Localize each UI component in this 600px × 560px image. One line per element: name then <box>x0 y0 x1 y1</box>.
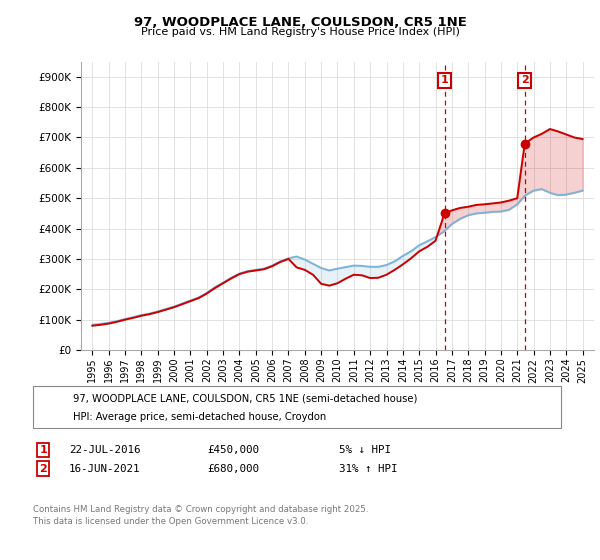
Text: 31% ↑ HPI: 31% ↑ HPI <box>339 464 397 474</box>
Text: 1: 1 <box>440 76 448 85</box>
Text: 22-JUL-2016: 22-JUL-2016 <box>69 445 140 455</box>
Text: 5% ↓ HPI: 5% ↓ HPI <box>339 445 391 455</box>
Text: £450,000: £450,000 <box>207 445 259 455</box>
Text: Price paid vs. HM Land Registry's House Price Index (HPI): Price paid vs. HM Land Registry's House … <box>140 27 460 37</box>
Text: £680,000: £680,000 <box>207 464 259 474</box>
Text: 97, WOODPLACE LANE, COULSDON, CR5 1NE: 97, WOODPLACE LANE, COULSDON, CR5 1NE <box>134 16 466 29</box>
Text: 97, WOODPLACE LANE, COULSDON, CR5 1NE (semi-detached house): 97, WOODPLACE LANE, COULSDON, CR5 1NE (s… <box>73 393 418 403</box>
Text: 1: 1 <box>40 445 47 455</box>
Text: 16-JUN-2021: 16-JUN-2021 <box>69 464 140 474</box>
Text: Contains HM Land Registry data © Crown copyright and database right 2025.
This d: Contains HM Land Registry data © Crown c… <box>33 505 368 526</box>
Text: 2: 2 <box>521 76 529 85</box>
Text: HPI: Average price, semi-detached house, Croydon: HPI: Average price, semi-detached house,… <box>73 412 326 422</box>
Text: 2: 2 <box>40 464 47 474</box>
